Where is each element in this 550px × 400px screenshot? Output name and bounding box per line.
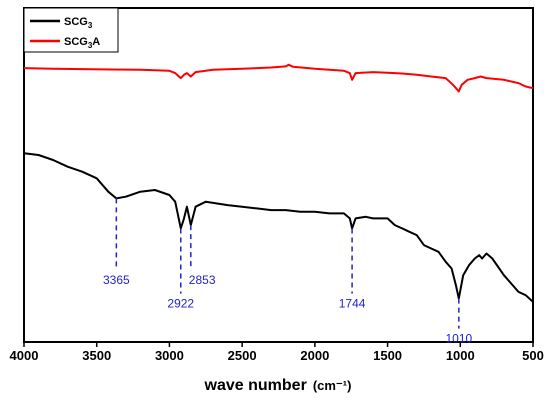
legend-label-scg3: SCG3	[64, 16, 93, 30]
peak-label-2922: 2922	[167, 297, 194, 311]
x-tick-label: 1500	[373, 348, 402, 363]
peak-annotations: 3365 2922 2853 1744 1010	[103, 198, 473, 346]
series-layer	[23, 63, 534, 303]
x-tick-label: 1000	[446, 348, 475, 363]
peak-label-1744: 1744	[339, 297, 366, 311]
x-tick-label: 4000	[10, 348, 39, 363]
series-line-scg3a	[23, 63, 534, 93]
x-tick-label: 3500	[82, 348, 111, 363]
peak-label-1010: 1010	[445, 332, 472, 346]
peak-label-3365: 3365	[103, 273, 130, 287]
x-tick-label: 3000	[155, 348, 184, 363]
x-axis-ticks: 4000 3500 3000 2500 2000 1500 1000 500	[10, 342, 544, 363]
plot-frame	[23, 7, 534, 343]
peak-label-2853: 2853	[189, 273, 216, 287]
legend-box	[23, 7, 119, 53]
series-line-scg3	[23, 152, 534, 303]
legend-label-scg3a: SCG3A	[64, 36, 100, 50]
x-tick-label: 500	[522, 348, 544, 363]
x-tick-label: 2000	[300, 348, 329, 363]
x-tick-label: 2500	[228, 348, 257, 363]
x-axis-title: wave number (cm⁻¹)	[204, 377, 352, 394]
legend: SCG3 SCG3A	[23, 7, 119, 53]
